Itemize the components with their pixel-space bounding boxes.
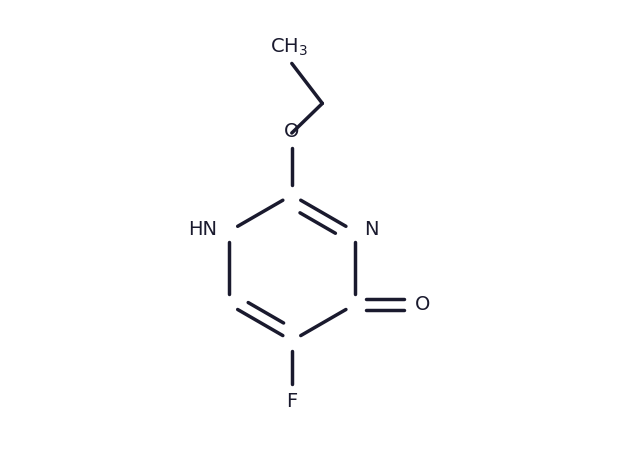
Text: O: O <box>284 122 300 141</box>
Text: F: F <box>286 392 298 411</box>
Text: O: O <box>415 295 431 314</box>
Text: CH$_3$: CH$_3$ <box>271 37 308 58</box>
Text: N: N <box>364 219 379 239</box>
Text: HN: HN <box>188 219 217 239</box>
